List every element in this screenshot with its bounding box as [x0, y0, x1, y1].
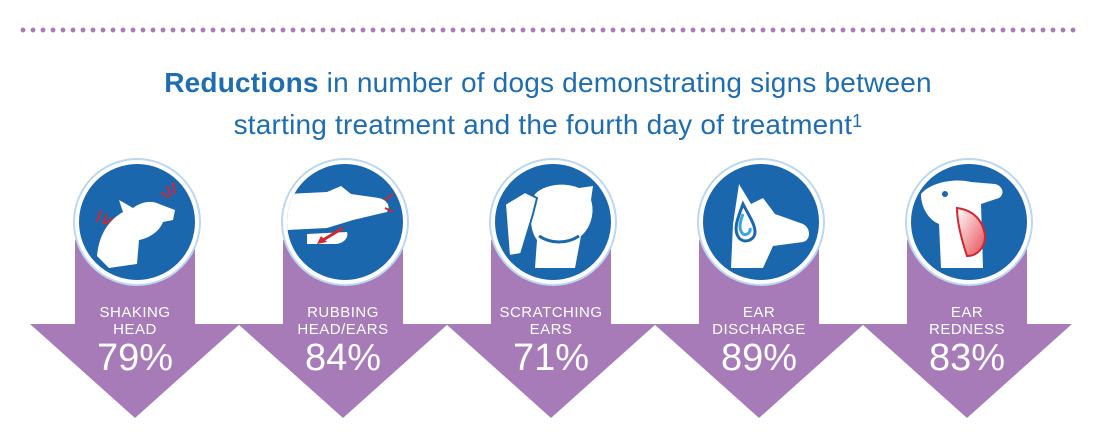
sign-label-line-2: HEAD/EARS [297, 321, 389, 338]
title-line-2-text: starting treatment and the fourth day of… [233, 109, 853, 140]
arrow-shape [654, 240, 864, 418]
sign-label: RUBBING HEAD/EARS [238, 304, 448, 338]
title-bold: Reductions [164, 67, 319, 98]
title-line-1: Reductions in number of dogs demonstrati… [0, 62, 1096, 104]
sign-label: SHAKING HEAD [30, 304, 240, 338]
sign-item-scratching-ears: SCRATCHING EARS 71% [446, 160, 656, 430]
sign-label-line-2: DISCHARGE [712, 321, 806, 338]
title-line-2: starting treatment and the fourth day of… [0, 104, 1096, 146]
scratching-ears-icon [503, 184, 593, 268]
sign-label-line-1: EAR [950, 304, 984, 321]
sign-label-line-1: RUBBING [307, 304, 379, 321]
circle-badge [75, 160, 199, 284]
arrow-shape [238, 240, 448, 418]
reduction-percent: 71% [512, 337, 590, 379]
sign-label-line-1: SCRATCHING [499, 304, 603, 321]
sign-label-line-2: EARS [529, 321, 573, 338]
sign-item-shaking-head: SHAKING HEAD 79% [30, 160, 240, 430]
arrow-shape [446, 240, 656, 418]
reduction-percent: 84% [304, 337, 382, 379]
ear-discharge-icon [731, 184, 809, 268]
sign-label-line-1: EAR [742, 304, 776, 321]
circle-badge [491, 160, 615, 284]
dotted-divider [18, 26, 1078, 34]
footnote-marker: 1 [852, 111, 863, 131]
shaking-head-icon [96, 181, 176, 268]
sign-label-line-1: SHAKING [99, 304, 171, 321]
rubbing-head-icon [287, 186, 394, 244]
circle-badge [907, 160, 1031, 284]
sign-label-line-2: HEAD [113, 321, 157, 338]
arrow-shape [30, 240, 240, 418]
arrow-shape [862, 240, 1072, 418]
sign-item-ear-discharge: EAR DISCHARGE 89% [654, 160, 864, 430]
sign-label: SCRATCHING EARS [446, 304, 656, 338]
reduction-percent: 79% [96, 337, 174, 379]
ear-redness-icon [921, 180, 1003, 268]
sign-item-ear-redness: EAR REDNESS 83% [862, 160, 1072, 430]
reduction-percent: 83% [928, 337, 1006, 379]
sign-item-rubbing-head-ears: RUBBING HEAD/EARS 84% [238, 160, 448, 430]
sign-label: EAR DISCHARGE [654, 304, 864, 338]
sign-label: EAR REDNESS [862, 304, 1072, 338]
circle-badge [699, 160, 823, 284]
sign-label-line-2: REDNESS [928, 321, 1006, 338]
reduction-percent: 89% [720, 337, 798, 379]
title-line-1-rest: in number of dogs demonstrating signs be… [318, 67, 932, 98]
page-title: Reductions in number of dogs demonstrati… [0, 62, 1096, 146]
circle-badge [283, 160, 407, 284]
